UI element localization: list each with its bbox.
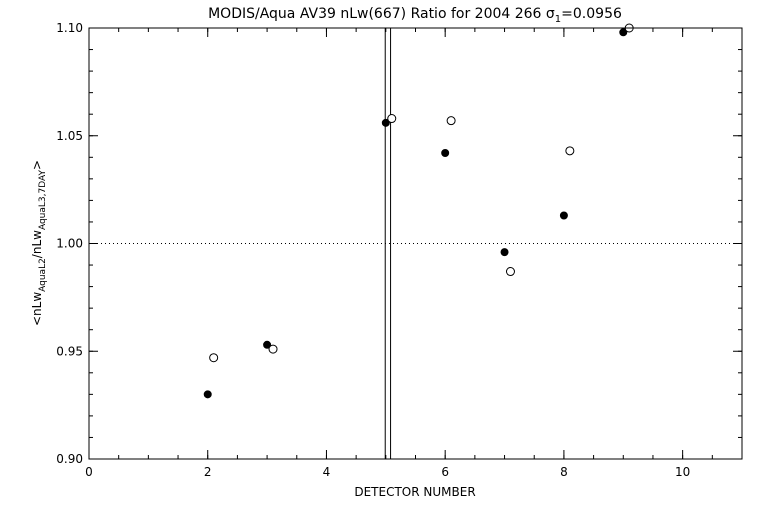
y-tick-label: 1.10 bbox=[56, 21, 83, 35]
data-point-open bbox=[565, 146, 575, 156]
x-tick-label: 2 bbox=[204, 465, 212, 479]
y-tick-label: 0.90 bbox=[56, 452, 83, 466]
y-tick-label: 1.05 bbox=[56, 129, 83, 143]
data-point-filled bbox=[500, 248, 509, 257]
data-point-open bbox=[209, 353, 219, 363]
data-point-open bbox=[446, 116, 456, 126]
x-axis-title: DETECTOR NUMBER bbox=[354, 485, 475, 499]
data-point-filled bbox=[203, 390, 212, 399]
plot-frame bbox=[88, 27, 743, 460]
y-tick-label: 0.95 bbox=[56, 344, 83, 358]
data-point-filled bbox=[381, 118, 390, 127]
data-point-filled bbox=[559, 211, 568, 220]
data-point-filled bbox=[619, 28, 628, 37]
chart-title: MODIS/Aqua AV39 nLw(667) Ratio for 2004 … bbox=[208, 6, 622, 25]
data-point-filled bbox=[263, 340, 272, 349]
x-tick-label: 6 bbox=[441, 465, 449, 479]
y-axis-title: <nLwAquaL2/nLwAquaL3,7DAY> bbox=[30, 160, 48, 326]
x-tick-label: 4 bbox=[323, 465, 331, 479]
x-tick-label: 10 bbox=[675, 465, 690, 479]
x-tick-label: 0 bbox=[85, 465, 93, 479]
data-point-filled bbox=[441, 148, 450, 157]
y-tick-label: 1.00 bbox=[56, 237, 83, 251]
data-point-open bbox=[268, 344, 278, 354]
x-tick-label: 8 bbox=[560, 465, 568, 479]
data-point-open bbox=[505, 267, 515, 277]
plot-area: 0 2 4 6 8 10 0.90 0.95 1.00 1.05 1.10 bbox=[56, 21, 743, 479]
data-point-open bbox=[387, 114, 397, 124]
